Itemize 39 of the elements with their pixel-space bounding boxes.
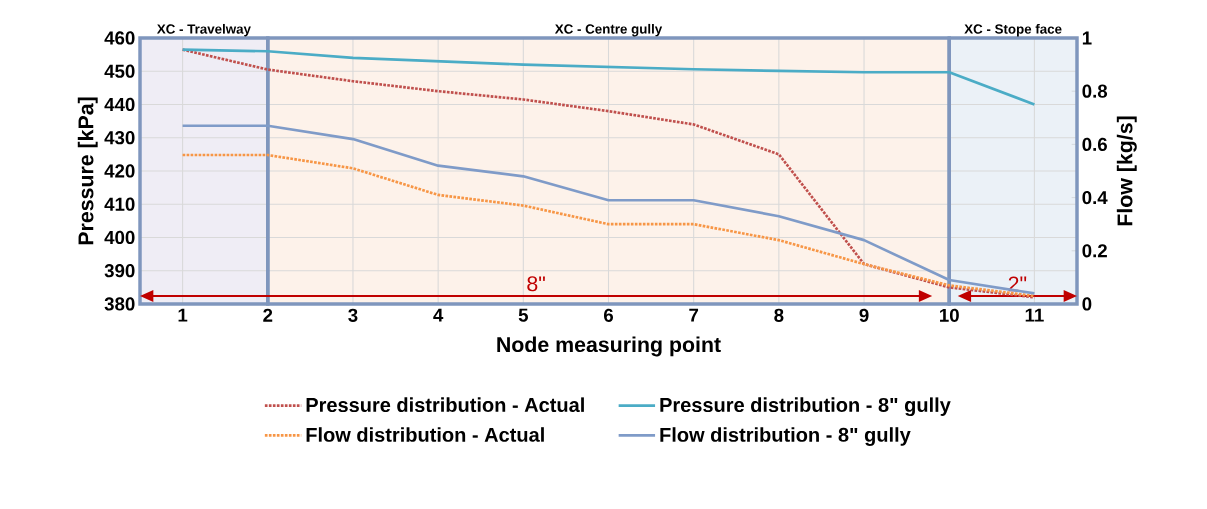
x-tick-label: 8 (774, 308, 784, 322)
legend-label: Flow distribution - Actual (306, 427, 544, 442)
x-tick-label: 2 (263, 308, 273, 322)
x-axis-title: Node measuring point (497, 336, 721, 357)
y2-axis-title: Flow [kg/s] (1116, 116, 1137, 226)
y2-tick-label: 0.8 (1082, 84, 1108, 98)
legend-label: Flow distribution - 8" gully (660, 427, 911, 446)
y-tick-label: 460 (104, 31, 135, 45)
y-tick-label: 400 (104, 230, 135, 245)
y-tick-label: 390 (104, 264, 135, 278)
y-axis-title: Pressure [kPa] (77, 97, 98, 245)
band-label: XC - Centre gully (554, 23, 663, 37)
y-tick-label: 420 (104, 164, 135, 178)
y-tick-label: 410 (104, 197, 135, 211)
x-tick-label: 6 (604, 308, 614, 322)
y2-tick-label: 0.6 (1082, 137, 1107, 151)
x-tick-label: 5 (518, 308, 528, 322)
x-tick-label: 9 (859, 308, 869, 322)
x-tick-label: 1 (178, 308, 188, 322)
x-tick-label: 4 (433, 308, 444, 322)
y2-tick-label: 0 (1082, 297, 1092, 311)
x-tick-label: 10 (940, 308, 959, 322)
y2-tick-label: 1 (1082, 31, 1092, 45)
band-label: XC - Travelway (156, 23, 251, 37)
line-series (181, 153, 1036, 298)
y2-tick-label: 0.4 (1082, 190, 1108, 205)
line-series (181, 48, 1036, 299)
y-tick-label: 440 (104, 97, 135, 112)
band-label: XC - Stope face (964, 23, 1062, 37)
legend-label: Pressure distribution - 8" gully (660, 397, 951, 417)
y2-tick-label: 0.2 (1082, 244, 1107, 258)
y-tick-label: 380 (104, 297, 135, 311)
x-tick-label: 7 (689, 308, 699, 322)
x-tick-label: 3 (348, 308, 358, 322)
y-tick-label: 430 (104, 131, 135, 145)
y-tick-label: 450 (104, 64, 135, 78)
legend-label: Pressure distribution - Actual (306, 397, 584, 413)
annotation: 8" (527, 276, 545, 292)
x-tick-label: 11 (1025, 308, 1044, 322)
